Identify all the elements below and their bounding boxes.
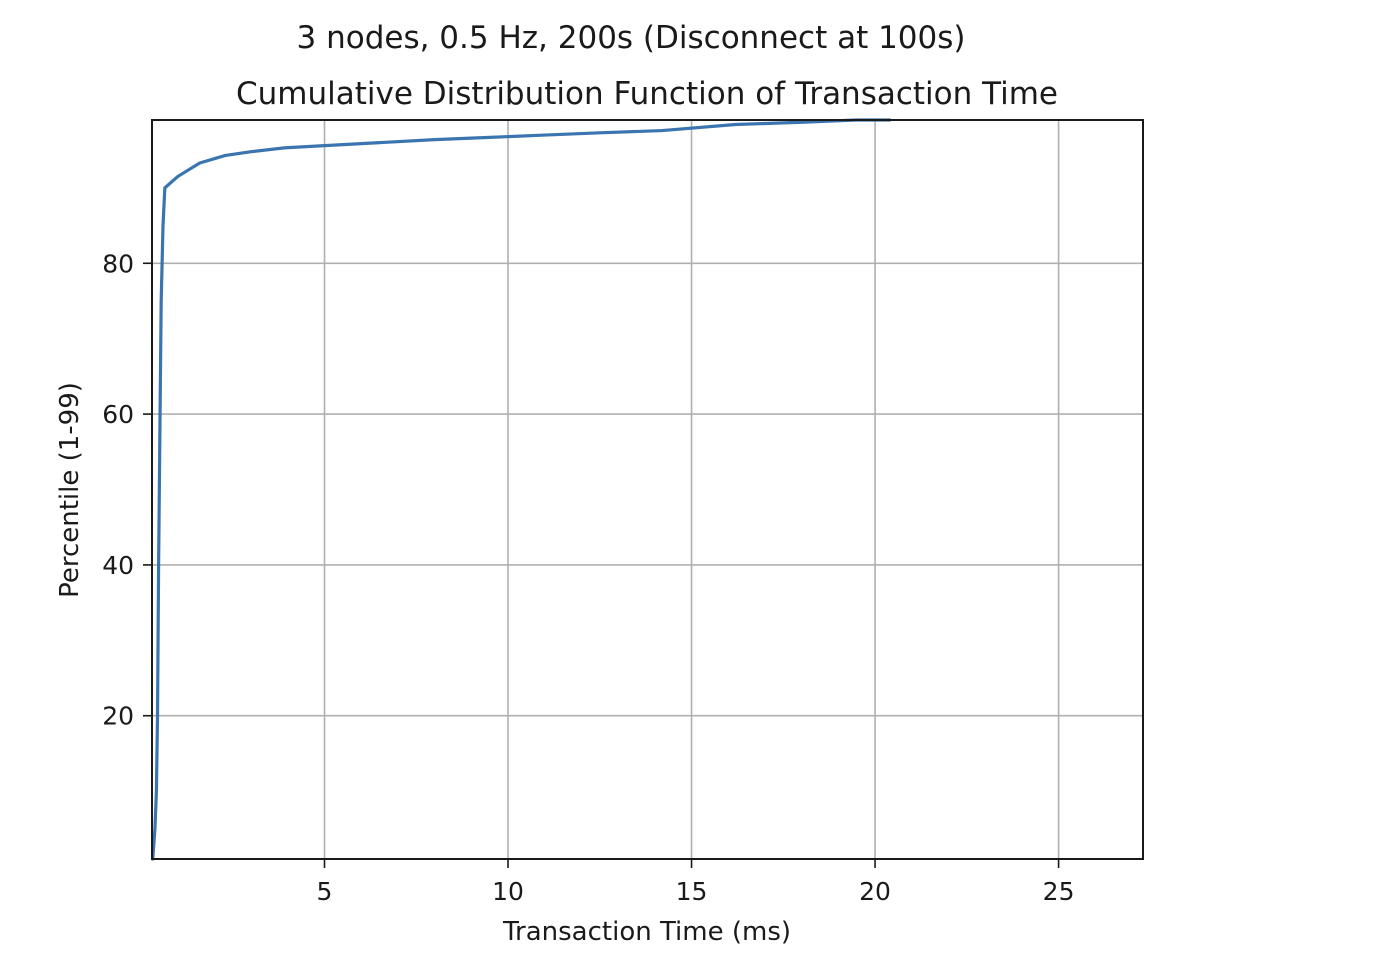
- x-tick-label: 10: [492, 877, 524, 906]
- chart-subtitle: Cumulative Distribution Function of Tran…: [236, 76, 1058, 112]
- tick-layer: 5 10 15 20 25 20 40 60 80: [102, 249, 1074, 906]
- x-tick-label: 15: [676, 877, 708, 906]
- x-tick-label: 5: [317, 877, 333, 906]
- grid-layer: [152, 120, 1143, 859]
- x-tick-label: 25: [1043, 877, 1075, 906]
- y-tick-label: 40: [102, 551, 134, 580]
- x-axis-label: Transaction Time (ms): [502, 917, 791, 947]
- x-tick-label: 20: [859, 877, 891, 906]
- plot-frame: [151, 119, 1144, 860]
- series-layer: [151, 118, 892, 861]
- y-tick-label: 60: [102, 400, 134, 429]
- y-tick-label: 20: [102, 702, 134, 731]
- chart-title: 3 nodes, 0.5 Hz, 200s (Disconnect at 100…: [297, 20, 966, 56]
- y-axis-label: Percentile (1-99): [55, 382, 85, 598]
- y-tick-label: 80: [102, 249, 134, 278]
- cdf-series-line: [151, 118, 892, 861]
